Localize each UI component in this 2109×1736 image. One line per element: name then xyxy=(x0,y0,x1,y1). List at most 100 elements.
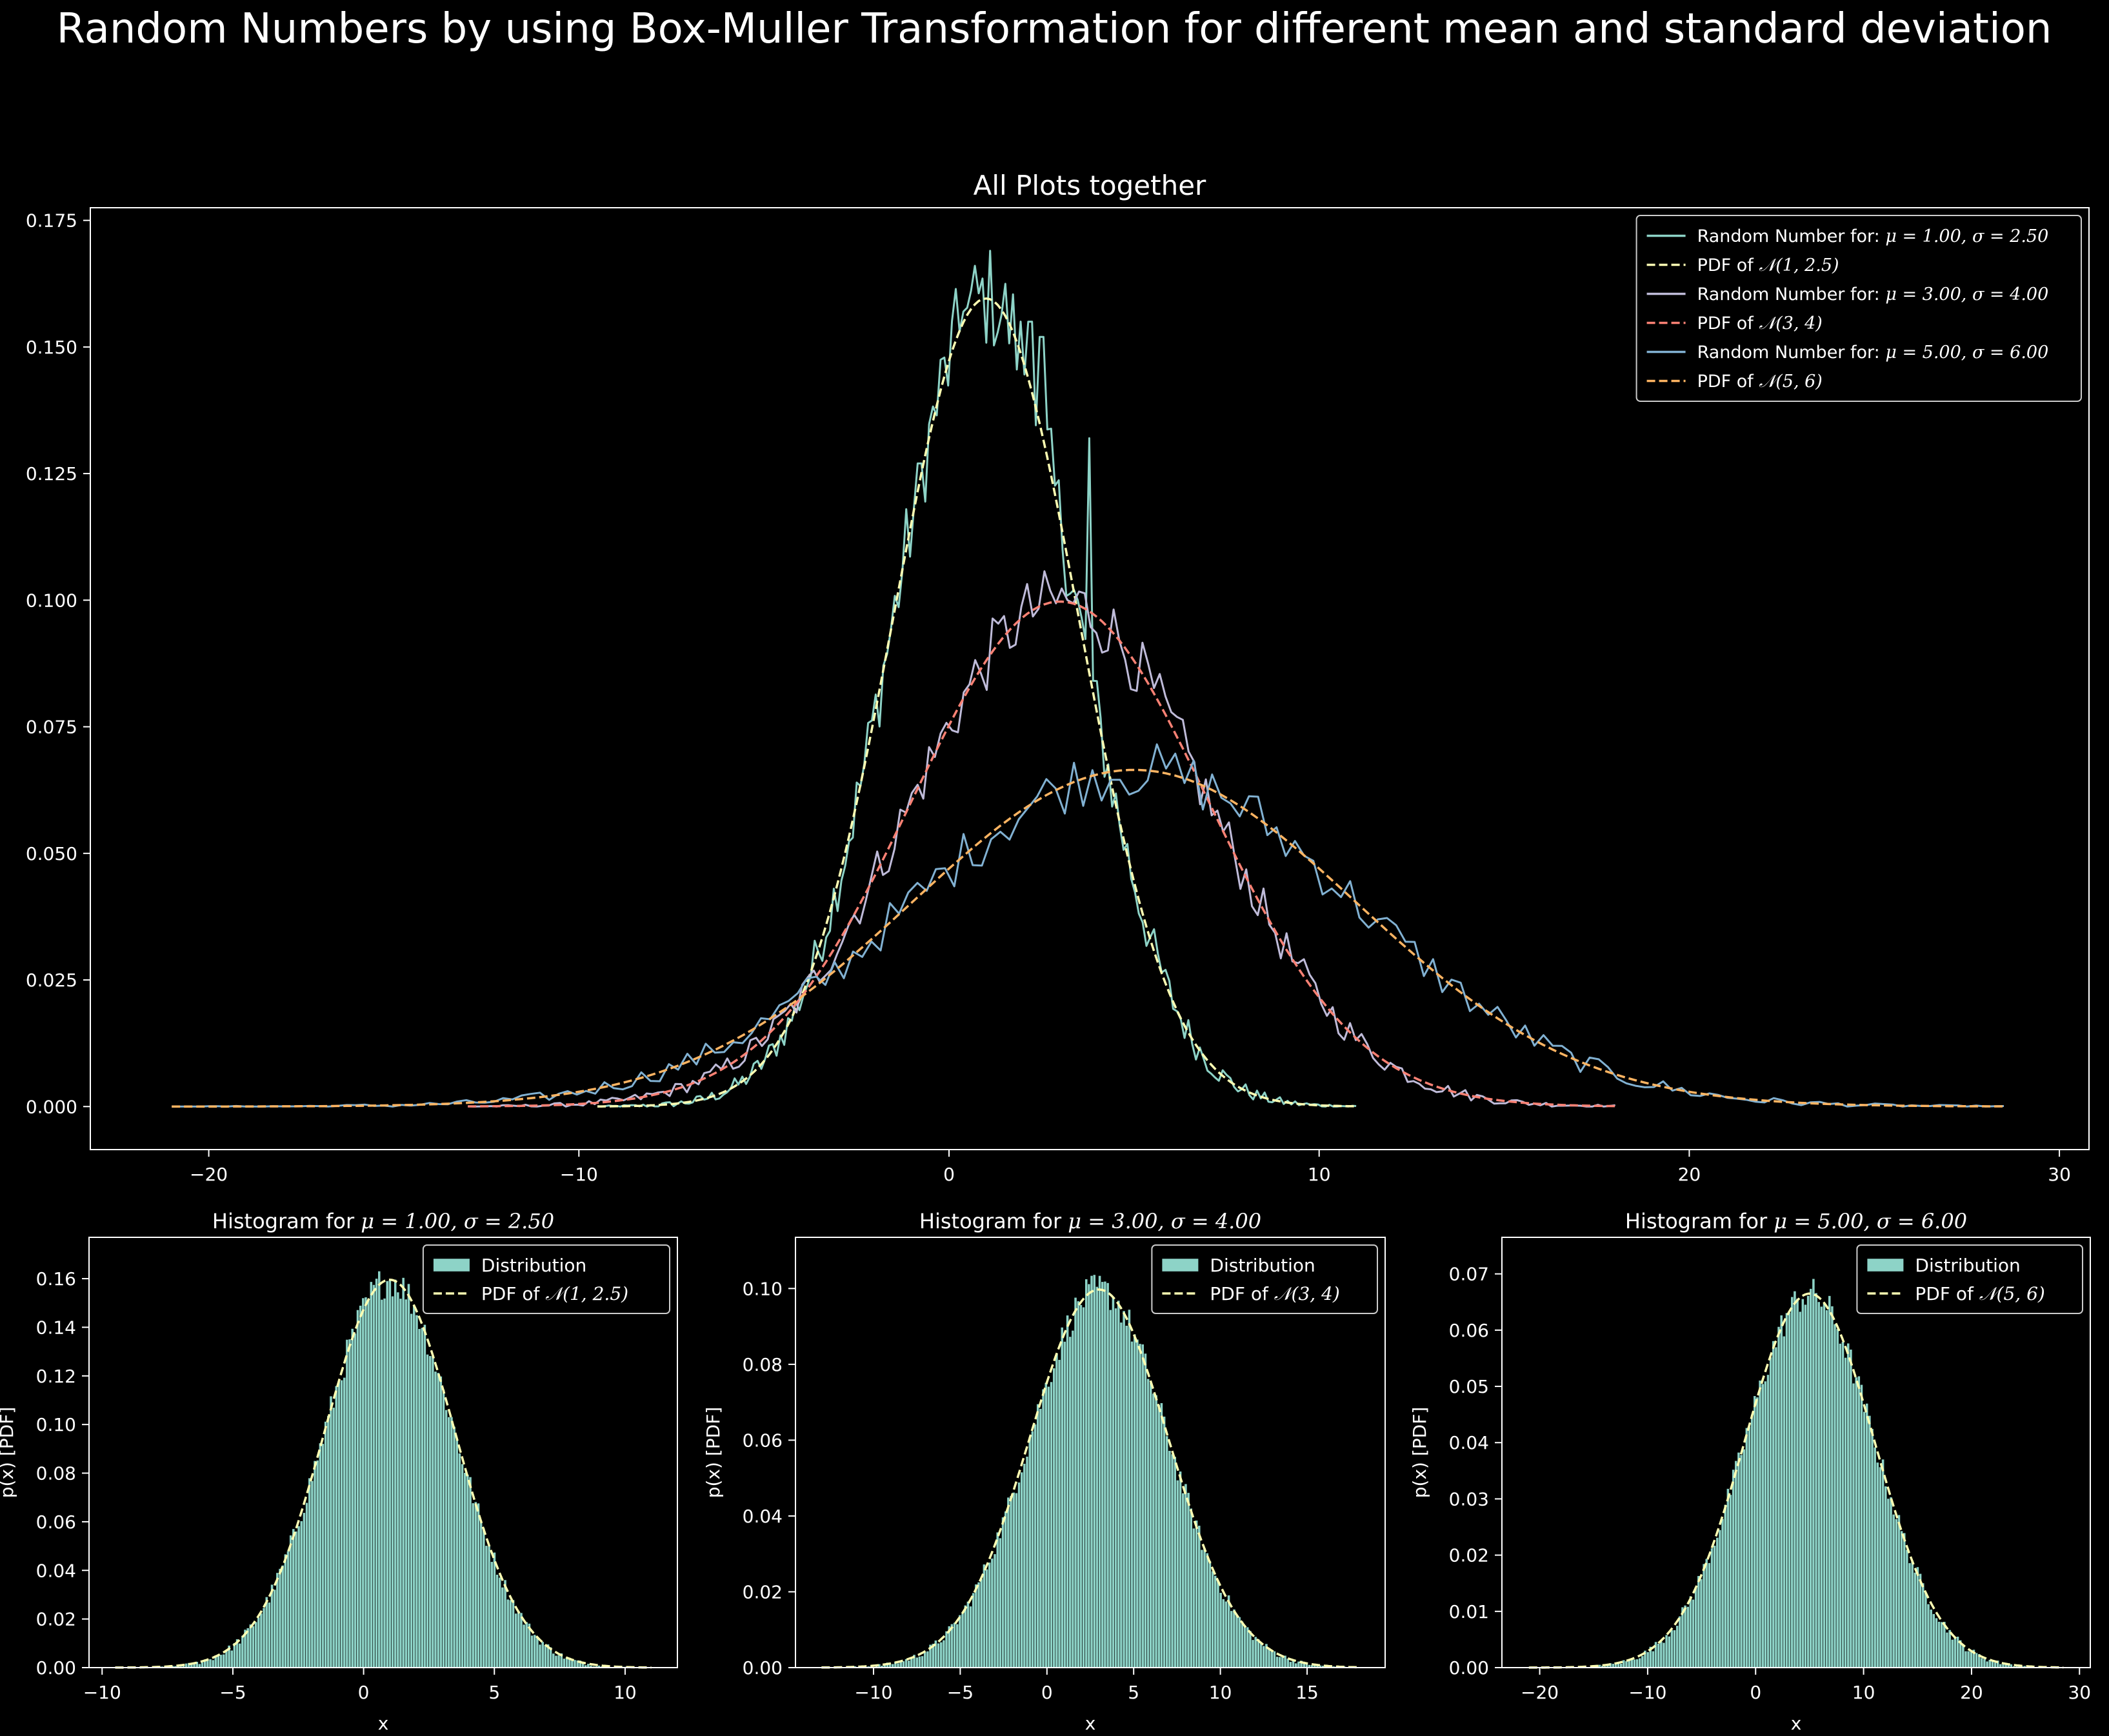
y-tick-label: 0.00 xyxy=(36,1657,76,1679)
histogram-bar xyxy=(1237,1617,1241,1668)
x-tick-label: 20 xyxy=(1960,1682,1983,1703)
y-tick-label: 0.025 xyxy=(26,970,77,991)
histogram-bar xyxy=(1652,1650,1655,1668)
hist1-ylabel: p(x) [PDF] xyxy=(0,1407,17,1499)
axes-frame xyxy=(90,207,2090,1150)
histogram-bar xyxy=(1041,1388,1045,1668)
histogram-bar xyxy=(1764,1381,1767,1668)
histogram-bar xyxy=(1106,1282,1110,1668)
histogram-bar xyxy=(1092,1274,1096,1668)
x-tick-label: 10 xyxy=(1308,1164,1331,1185)
histogram-bar xyxy=(299,1521,303,1668)
histogram-bar xyxy=(1812,1278,1815,1668)
histogram-bar xyxy=(1034,1424,1037,1668)
histogram-bar xyxy=(1154,1395,1158,1668)
histogram-bar xyxy=(364,1297,368,1668)
histogram-bar xyxy=(305,1502,308,1668)
histogram-bar xyxy=(1825,1310,1828,1668)
histogram-bar xyxy=(1259,1643,1263,1668)
histogram-bar xyxy=(1050,1381,1053,1668)
histogram-bar xyxy=(1638,1657,1642,1668)
x-tick-label: 30 xyxy=(2048,1164,2071,1185)
hist1-pdf-curve xyxy=(115,1278,652,1669)
histogram-bar xyxy=(1873,1447,1877,1668)
histogram-bar xyxy=(332,1407,335,1668)
histogram-bar xyxy=(896,1662,900,1668)
histogram-bar xyxy=(1289,1661,1292,1668)
histogram-bar xyxy=(434,1371,437,1668)
histogram-bar xyxy=(506,1599,510,1668)
histogram-bar xyxy=(1146,1378,1150,1668)
histogram-bar xyxy=(1806,1295,1810,1668)
histogram-bar xyxy=(1208,1561,1212,1668)
histogram-bar xyxy=(1823,1303,1826,1668)
histogram-bar xyxy=(230,1650,234,1668)
legend-label-text: PDF of xyxy=(1697,314,1759,334)
x-tick-label: 0 xyxy=(358,1682,370,1703)
legend-label: Distribution xyxy=(1915,1255,2020,1276)
histogram-bar xyxy=(1039,1408,1043,1668)
histogram-bar xyxy=(1066,1315,1069,1668)
histogram-bar xyxy=(955,1624,959,1668)
histogram-bar xyxy=(1924,1591,1928,1668)
legend-box xyxy=(422,1244,670,1314)
histogram-bar xyxy=(1983,1659,1986,1668)
histogram-bar xyxy=(1774,1346,1778,1668)
histogram-bar xyxy=(1275,1656,1279,1668)
histogram-bar xyxy=(436,1372,440,1668)
histogram-bar xyxy=(1921,1582,1925,1668)
histogram-bar xyxy=(1945,1632,1949,1668)
random-curve-4 xyxy=(172,743,2004,1108)
histogram-bar xyxy=(1667,1636,1671,1668)
x-tick-label: 10 xyxy=(614,1682,637,1703)
histogram-bar xyxy=(974,1584,978,1668)
histogram-bar xyxy=(1119,1322,1123,1668)
histogram-bar xyxy=(442,1389,445,1668)
y-tick-label: 0.10 xyxy=(36,1414,76,1435)
histogram-bar xyxy=(1168,1450,1172,1668)
histogram-bar xyxy=(1838,1343,1842,1668)
histogram-bar xyxy=(1052,1368,1056,1668)
legend-label-text: Random Number for: xyxy=(1697,226,1886,246)
histogram-bar xyxy=(1082,1306,1085,1668)
histogram-bar xyxy=(1954,1636,1957,1668)
histogram-bar xyxy=(278,1568,282,1668)
histogram-bar xyxy=(1646,1651,1650,1668)
histogram-bar xyxy=(1875,1462,1879,1668)
histogram-bar xyxy=(412,1304,416,1668)
histogram-3-axes: −20 −10 0 10 20 30 0.00 0.01 0.02 0.03 0.04 0.05 0.0… xyxy=(1409,1209,2091,1734)
hist3-pdf-curve xyxy=(1528,1292,2064,1669)
histogram-bar xyxy=(1079,1304,1083,1668)
histogram-bar xyxy=(372,1284,375,1668)
histogram-bar xyxy=(1006,1497,1010,1668)
histogram-bar xyxy=(1009,1495,1013,1668)
histogram-bar xyxy=(1124,1325,1128,1668)
histogram-bar xyxy=(1283,1655,1287,1668)
histogram-bar xyxy=(985,1568,988,1668)
histogram-bar xyxy=(1060,1327,1064,1668)
histogram-bar xyxy=(1214,1575,1217,1668)
histogram-bar xyxy=(1828,1295,1832,1668)
histogram-bar xyxy=(1181,1493,1185,1668)
histogram-bar xyxy=(918,1656,921,1668)
histogram-bar xyxy=(1686,1606,1690,1668)
histogram-bar xyxy=(1809,1288,1813,1668)
histogram-bar xyxy=(512,1599,515,1668)
histogram-bar xyxy=(396,1292,400,1668)
histogram-bar xyxy=(452,1426,456,1668)
histogram-bar xyxy=(1186,1492,1190,1668)
histogram-bar xyxy=(1913,1572,1917,1668)
legend-label: Random Number for: μ = 5.00, σ = 6.00 xyxy=(1697,343,2049,363)
histogram-bar xyxy=(1723,1504,1727,1668)
histogram-bar xyxy=(1243,1626,1246,1668)
histogram-bar xyxy=(1929,1609,1933,1668)
histogram-bar xyxy=(321,1443,325,1668)
histogram-bar xyxy=(557,1655,561,1668)
histogram-bar xyxy=(1739,1454,1743,1668)
histogram-bar xyxy=(233,1642,236,1668)
x-tick-label: 20 xyxy=(1678,1164,1701,1185)
histogram-bar xyxy=(1692,1599,1695,1668)
histogram-bar xyxy=(1782,1335,1786,1668)
histogram-bar xyxy=(1076,1301,1080,1668)
histogram-bar xyxy=(289,1535,293,1668)
